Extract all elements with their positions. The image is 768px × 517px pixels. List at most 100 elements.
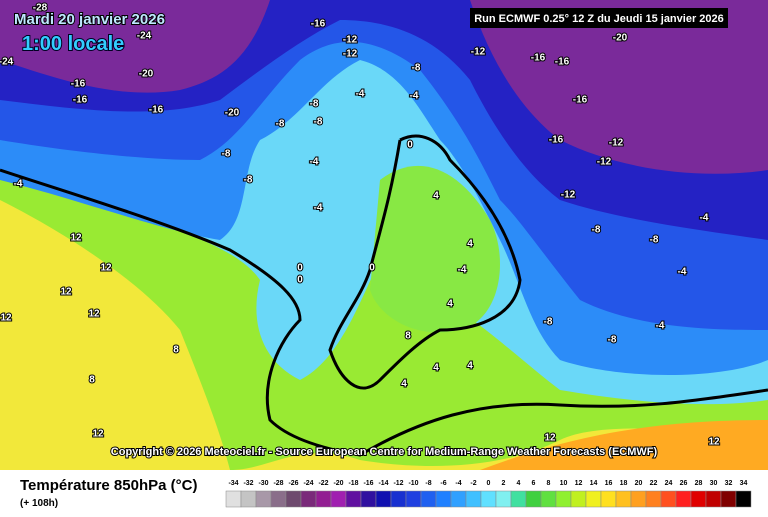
scale-label: -24 [303, 480, 313, 487]
scale-swatch [630, 490, 647, 508]
isotherm-label: -4 [678, 267, 687, 278]
isotherm-label: -12 [561, 190, 576, 201]
isotherm-label: -16 [555, 57, 570, 68]
scale-swatch [285, 490, 302, 508]
scale-swatch [480, 490, 497, 508]
isotherm-label: 12 [0, 313, 12, 324]
isotherm-label: 4 [467, 361, 473, 372]
scale-swatch [705, 490, 722, 508]
forecast-lead: (+ 108h) [20, 498, 58, 509]
scale-swatch [450, 490, 467, 508]
isotherm-label: -8 [412, 63, 421, 74]
footer-title: Température 850hPa (°C) [20, 477, 197, 494]
isotherm-label: -4 [310, 157, 319, 168]
isotherm-label: -4 [700, 213, 709, 224]
scale-swatch [300, 490, 317, 508]
isotherm-label: 4 [447, 299, 453, 310]
isotherm-label: -16 [149, 105, 164, 116]
isotherm-label: 12 [70, 233, 82, 244]
isotherm-label: 12 [708, 437, 720, 448]
isotherm-label: -12 [609, 138, 624, 149]
scale-label: 24 [665, 480, 673, 487]
scale-swatch [465, 490, 482, 508]
isotherm-label: -20 [225, 108, 240, 119]
isotherm-label: 8 [405, 331, 411, 342]
scale-label: 22 [650, 480, 658, 487]
isotherm-label: -8 [310, 99, 319, 110]
isotherm-label: -4 [656, 321, 665, 332]
isotherm-labels: -16-12-12-16 -16-20-16-16 -12-12-12-16-16-… [0, 2, 721, 449]
scale-swatch [645, 490, 662, 508]
scale-swatch [540, 490, 557, 508]
scale-label: -30 [258, 480, 268, 487]
scale-swatch [720, 490, 737, 508]
isotherm-label: 12 [88, 309, 100, 320]
isotherm-label: 4 [401, 379, 407, 390]
isotherm-label: 12 [92, 429, 104, 440]
isotherm-label: 12 [60, 287, 72, 298]
scale-swatch [615, 490, 632, 508]
scale-label: -22 [318, 480, 328, 487]
scale-label: 30 [710, 480, 718, 487]
isotherm-label: -20 [613, 33, 628, 44]
scale-swatch [405, 490, 422, 508]
isotherm-label: -24 [0, 57, 14, 68]
scale-swatch [495, 490, 512, 508]
scale-label: 18 [620, 480, 628, 487]
scale-label: -6 [440, 480, 446, 487]
isotherm-label: 4 [433, 191, 439, 202]
scale-swatch [270, 490, 287, 508]
isotherm-label: -8 [592, 225, 601, 236]
scale-label: -32 [243, 480, 253, 487]
isotherm-label: -4 [410, 91, 419, 102]
scale-swatch [600, 490, 617, 508]
scale-label: -26 [288, 480, 298, 487]
isotherm-label: -12 [597, 157, 612, 168]
isotherm-label: -8 [650, 235, 659, 246]
scale-label: 14 [590, 480, 598, 487]
run-info: Run ECMWF 0.25° 12 Z du Jeudi 15 janvier… [474, 13, 724, 25]
scale-label: -10 [408, 480, 418, 487]
isotherm-label: -16 [73, 95, 88, 106]
isotherm-label: -16 [71, 79, 86, 90]
color-scale: -34 -32 -30 -28 -26 -24 -22 -20 -18 -16 -14 -12 -10-… [225, 480, 752, 508]
scale-label: 6 [532, 480, 536, 487]
scale-label: -8 [425, 480, 431, 487]
scale-label: -2 [470, 480, 476, 487]
scale-swatch [510, 490, 527, 508]
copyright: Copyright © 2026 Meteociel.fr - Source E… [111, 446, 658, 458]
scale-label: -28 [273, 480, 283, 487]
isotherm-label: 0 [369, 263, 375, 274]
scale-swatch [690, 490, 707, 508]
isotherm-label: 8 [89, 375, 95, 386]
isotherm-label: 4 [433, 363, 439, 374]
scale-label: -20 [333, 480, 343, 487]
run-box [470, 8, 728, 28]
scale-label: 20 [635, 480, 643, 487]
scale-label: 12 [575, 480, 583, 487]
isotherm-label: -4 [14, 179, 23, 190]
isotherm-label: -4 [356, 89, 365, 100]
isotherm-label: -8 [314, 117, 323, 128]
scale-label: 26 [680, 480, 688, 487]
scale-label: 4 [517, 480, 521, 487]
scale-label: -14 [378, 480, 388, 487]
scale-swatch [420, 490, 437, 508]
scale-label: -34 [228, 480, 238, 487]
isotherm-label: 8 [173, 345, 179, 356]
scale-swatch [345, 490, 362, 508]
scale-swatch [735, 490, 752, 508]
scale-swatch [585, 490, 602, 508]
date: Mardi 20 janvier 2026 [14, 11, 165, 28]
scale-label: 32 [725, 480, 733, 487]
isotherm-label: -20 [139, 69, 154, 80]
scale-label: 16 [605, 480, 613, 487]
scale-label: -16 [363, 480, 373, 487]
isotherm-label: -28 [33, 3, 48, 14]
scale-label: 2 [502, 480, 506, 487]
local-time: 1:00 locale [22, 33, 124, 55]
isotherm-label: -16 [549, 135, 564, 146]
scale-swatch [240, 490, 257, 508]
scale-swatch [330, 490, 347, 508]
